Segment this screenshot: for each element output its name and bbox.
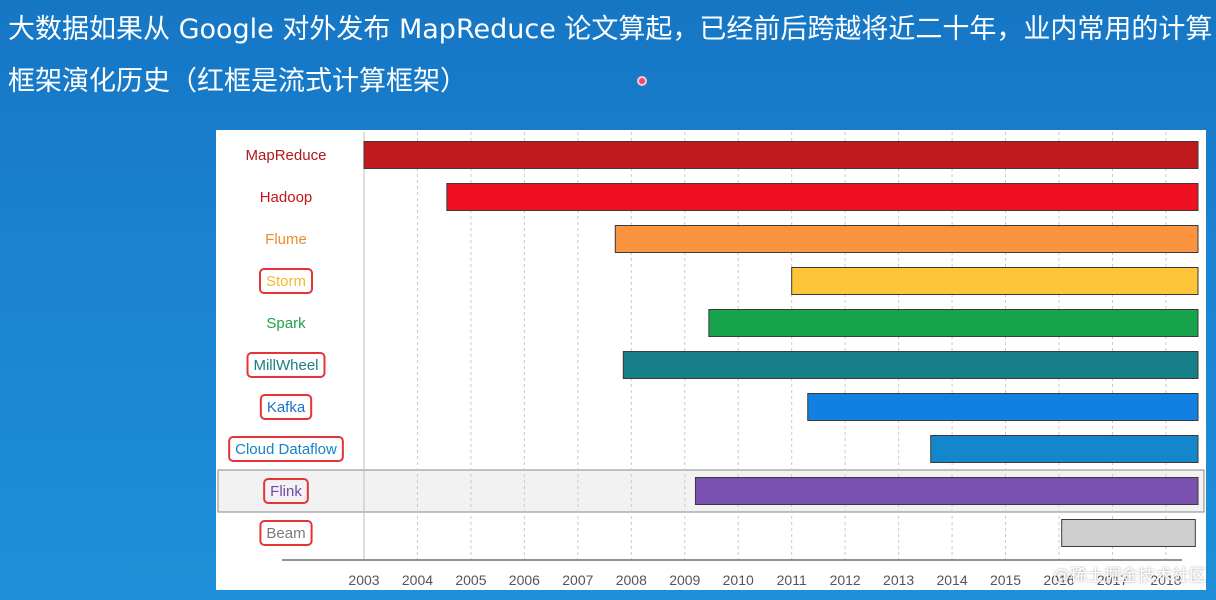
bar-storm: [791, 267, 1199, 295]
streaming-box-cloud-dataflow: [228, 436, 344, 462]
watermark: @稀土掘金技术社区: [1053, 566, 1206, 586]
tick-label-2004: 2004: [402, 572, 433, 588]
tick-label-2015: 2015: [990, 572, 1021, 588]
label-flink: Flink: [270, 483, 302, 500]
bar-spark: [708, 309, 1199, 337]
tick-label-2006: 2006: [509, 572, 540, 588]
tick-label-2007: 2007: [562, 572, 593, 588]
streaming-box-millwheel: [246, 352, 326, 378]
bar-kafka: [807, 393, 1199, 421]
bar-cloud-dataflow: [930, 435, 1199, 463]
tick-label-2010: 2010: [723, 572, 754, 588]
bar-millwheel: [622, 351, 1199, 379]
bar-flink: [694, 477, 1199, 505]
slide-title: 大数据如果从 Google 对外发布 MapReduce 论文算起，已经前后跨越…: [8, 14, 1213, 97]
tick-label-2013: 2013: [883, 572, 914, 588]
streaming-box-kafka: [259, 394, 313, 420]
bar-beam: [1061, 519, 1196, 547]
tick-label-2016: 2016: [1043, 572, 1074, 588]
label-hadoop: Hadoop: [260, 189, 313, 206]
label-millwheel: MillWheel: [253, 357, 318, 374]
tick-label-2018: 2018: [1150, 572, 1181, 588]
tick-label-2017: 2017: [1097, 572, 1128, 588]
timeline-chart-svg: MapReduce Hadoop Flume Storm Spark MillWheel K…: [217, 132, 1205, 588]
tick-label-2009: 2009: [669, 572, 700, 588]
tick-label-2012: 2012: [830, 572, 861, 588]
tick-label-2011: 2011: [777, 572, 807, 588]
label-beam: Beam: [266, 525, 305, 542]
label-storm: Storm: [266, 273, 306, 290]
bar-hadoop: [446, 183, 1199, 211]
pointer-dot: [637, 76, 647, 86]
streaming-box-beam: [259, 520, 313, 546]
label-spark: Spark: [266, 315, 306, 332]
tick-label-2008: 2008: [616, 572, 647, 588]
label-mapreduce: MapReduce: [246, 147, 327, 164]
bar-flume: [614, 225, 1199, 253]
tick-label-2003: 2003: [348, 572, 379, 588]
timeline-chart: MapReduce Hadoop Flume Storm Spark MillWheel K…: [216, 130, 1206, 590]
streaming-box-storm: [258, 268, 314, 294]
tick-label-2005: 2005: [455, 572, 486, 588]
label-flume: Flume: [265, 231, 307, 248]
bar-mapreduce: [363, 141, 1199, 169]
label-cloud-dataflow: Cloud Dataflow: [235, 441, 337, 458]
label-kafka: Kafka: [267, 399, 306, 416]
streaming-box-flink: [263, 478, 309, 504]
tick-label-2014: 2014: [936, 572, 967, 588]
